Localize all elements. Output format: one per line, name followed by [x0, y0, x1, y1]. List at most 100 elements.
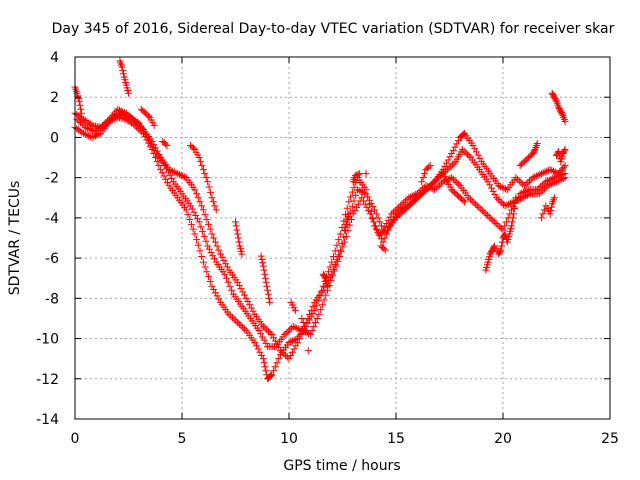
data-point [492, 220, 500, 228]
data-point [104, 118, 112, 126]
data-point [268, 331, 276, 339]
data-point [514, 175, 522, 183]
data-point [213, 292, 221, 300]
data-point [465, 152, 473, 160]
data-point [329, 272, 337, 280]
data-point [367, 199, 375, 207]
data-point [182, 206, 190, 214]
data-point [259, 262, 267, 270]
data-point [508, 206, 516, 214]
data-point [239, 323, 247, 331]
data-point [292, 335, 300, 343]
data-point [264, 290, 272, 298]
data-point [378, 228, 386, 236]
data-point [270, 334, 278, 342]
data-point [211, 255, 219, 263]
data-point [78, 120, 86, 128]
data-point [393, 205, 401, 213]
data-point [162, 175, 170, 183]
data-point [520, 182, 528, 190]
data-point [539, 187, 547, 195]
data-point [448, 161, 456, 169]
data-point [400, 199, 408, 207]
data-point [234, 278, 242, 286]
data-point [133, 118, 141, 126]
data-point [460, 147, 468, 155]
data-point [308, 327, 316, 335]
data-point [428, 180, 436, 188]
y-tick-label: -10 [36, 332, 59, 348]
data-point [489, 216, 497, 224]
data-point [285, 339, 293, 347]
data-point [526, 177, 534, 185]
data-point [224, 278, 232, 286]
data-point [261, 274, 269, 282]
data-point [375, 230, 383, 238]
data-point [291, 323, 299, 331]
data-point [77, 119, 85, 127]
data-point [510, 210, 518, 218]
data-points [71, 57, 569, 383]
data-point [200, 232, 208, 240]
data-point [469, 141, 477, 149]
data-point [384, 216, 392, 224]
data-point [164, 168, 172, 176]
data-point [313, 314, 321, 322]
y-tick-label: -12 [36, 372, 59, 388]
data-point [379, 238, 387, 246]
data-point [468, 197, 476, 205]
data-point [315, 310, 323, 318]
data-point [110, 113, 118, 121]
data-point [472, 148, 480, 156]
x-tick-label: 5 [178, 431, 187, 447]
data-point [356, 170, 364, 178]
data-point [145, 137, 153, 145]
data-point [561, 117, 569, 125]
data-point [88, 133, 96, 141]
data-point [283, 353, 291, 361]
data-point [505, 200, 513, 208]
data-point [261, 324, 269, 332]
data-point [546, 181, 554, 189]
data-point [473, 202, 481, 210]
data-point [366, 210, 374, 218]
data-point [181, 173, 189, 181]
data-point [496, 183, 504, 191]
data-point [451, 143, 459, 151]
data-point [336, 230, 344, 238]
data-point [508, 199, 516, 207]
data-point [362, 170, 370, 178]
data-point [249, 307, 257, 315]
data-point [211, 289, 219, 297]
data-point [309, 302, 317, 310]
data-point [539, 210, 547, 218]
data-point [294, 339, 302, 347]
y-tick-label: -6 [45, 251, 59, 267]
data-point [377, 229, 385, 237]
data-point [359, 197, 367, 205]
data-point [199, 206, 207, 214]
data-point [114, 105, 122, 113]
data-point [75, 97, 83, 105]
data-point [396, 202, 404, 210]
data-point [203, 215, 211, 223]
data-point [332, 262, 340, 270]
data-point [247, 304, 255, 312]
data-point [260, 336, 268, 344]
data-point [480, 208, 488, 216]
data-point [193, 190, 201, 198]
data-point [413, 195, 421, 203]
data-point [368, 214, 376, 222]
data-point [193, 236, 201, 244]
data-point [512, 174, 520, 182]
grid [75, 57, 610, 419]
data-point [280, 350, 288, 358]
data-point [206, 277, 214, 285]
data-point [175, 170, 183, 178]
data-point [288, 348, 296, 356]
data-point [342, 232, 350, 240]
data-point [177, 171, 185, 179]
data-point [226, 282, 234, 290]
data-point [270, 367, 278, 375]
